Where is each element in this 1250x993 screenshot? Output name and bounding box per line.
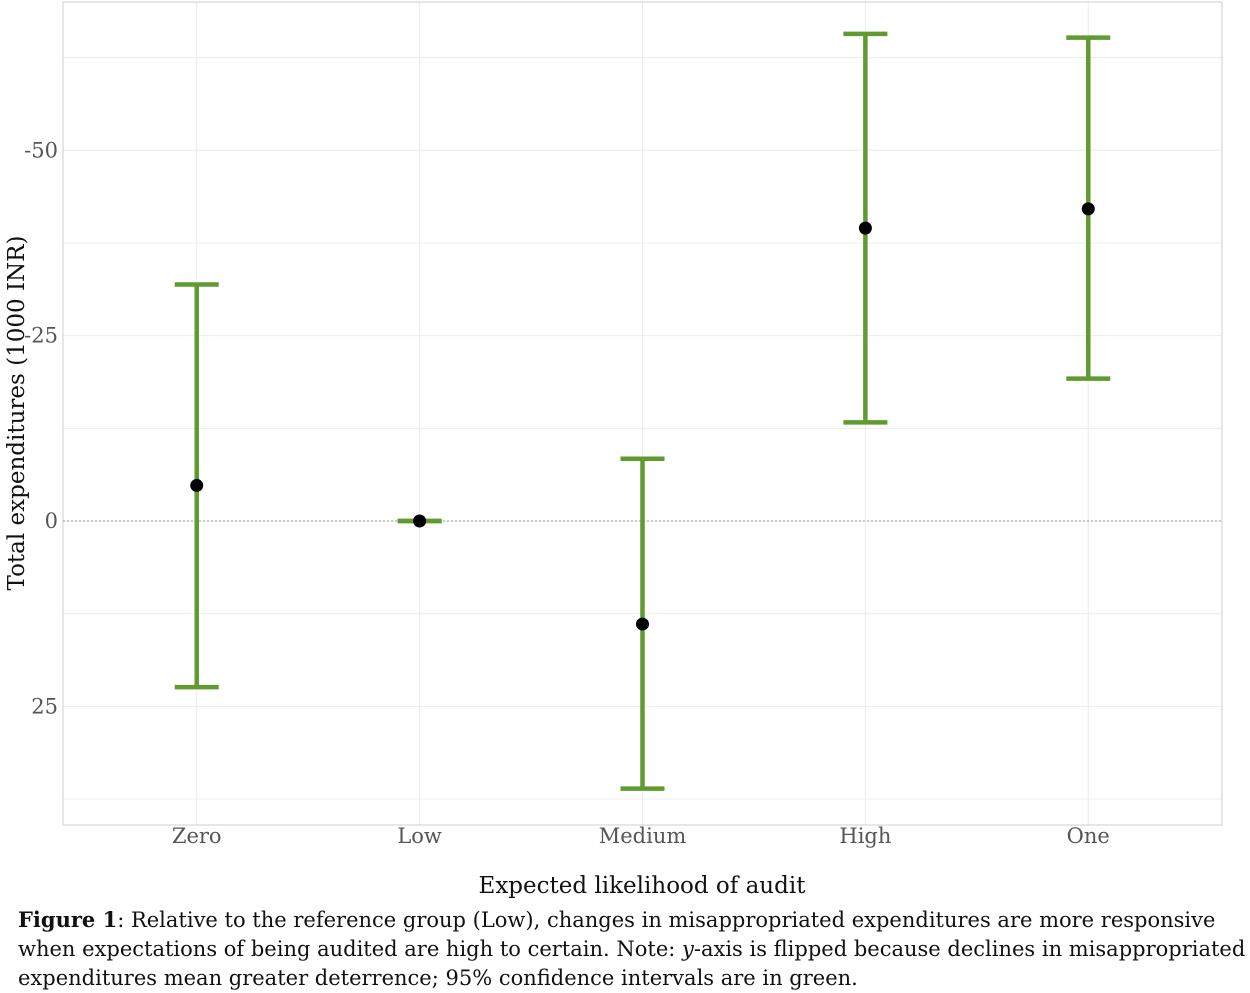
x-tick-label: One — [1067, 824, 1110, 848]
y-tick-label: 25 — [31, 694, 58, 718]
point-low — [413, 514, 427, 528]
x-tick-label: Medium — [599, 824, 687, 848]
caption-text-part2: -axis is flipped because declines in mis… — [18, 937, 1246, 990]
point-one — [1081, 202, 1095, 216]
point-high — [858, 221, 872, 235]
x-axis-ticks: Zero Low Medium High One — [172, 824, 1110, 848]
y-axis-title: Total expenditures (1000 INR) — [4, 236, 30, 591]
x-tick-label: High — [839, 824, 891, 848]
point-estimates — [190, 202, 1095, 631]
plot-panel — [62, 1, 1223, 826]
y-tick-label: -50 — [24, 138, 58, 162]
y-tick-label: 0 — [45, 509, 58, 533]
x-tick-label: Zero — [172, 824, 222, 848]
caption-label: Figure 1 — [18, 907, 118, 932]
point-medium — [636, 617, 649, 631]
caption-axis-variable: y — [682, 937, 694, 961]
y-axis-ticks: -50 -25 0 25 — [24, 138, 58, 718]
x-axis-title: Expected likelihood of audit — [479, 873, 807, 899]
chart: -50 -25 0 25 Zero Low Medium High One Expected … — [4, 1, 1223, 899]
x-tick-label: Low — [397, 824, 442, 848]
point-zero — [190, 478, 204, 492]
figure-caption: Figure 1: Relative to the reference grou… — [18, 905, 1246, 993]
caption-text-part1: : Relative to the reference group (Low),… — [18, 908, 1216, 961]
y-tick-label: -25 — [24, 324, 58, 348]
